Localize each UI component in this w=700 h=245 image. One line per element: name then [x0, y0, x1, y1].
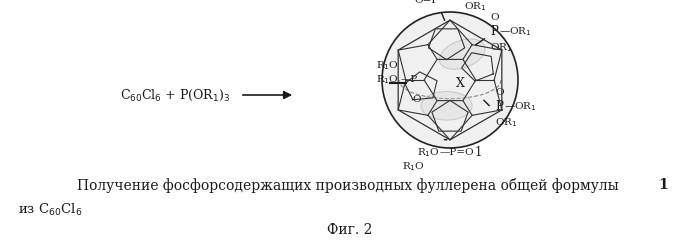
Ellipse shape	[440, 39, 485, 69]
Text: —OR$_1$: —OR$_1$	[499, 25, 532, 38]
Text: OR$_1$: OR$_1$	[491, 41, 513, 54]
Text: —P: —P	[401, 75, 419, 84]
Text: O: O	[495, 88, 504, 97]
Text: OR$_1$: OR$_1$	[495, 116, 517, 129]
Text: 1: 1	[475, 146, 482, 159]
Text: R$_1$O: R$_1$O	[402, 160, 425, 173]
Circle shape	[382, 12, 518, 148]
Text: 1: 1	[658, 178, 668, 192]
Text: C$_{60}$Cl$_6$ + P(OR$_1$)$_3$: C$_{60}$Cl$_6$ + P(OR$_1$)$_3$	[120, 87, 230, 103]
Text: P: P	[495, 100, 503, 113]
Text: X: X	[456, 77, 465, 90]
Text: R$_1$O: R$_1$O	[376, 59, 399, 72]
Text: Получение фосфорсодержащих производных фуллерена общей формулы: Получение фосфорсодержащих производных ф…	[77, 177, 623, 193]
Text: O: O	[413, 95, 421, 104]
Text: OR$_1$: OR$_1$	[464, 0, 486, 13]
Text: —OR$_1$: —OR$_1$	[504, 100, 537, 113]
Text: Фиг. 2: Фиг. 2	[328, 223, 372, 237]
Text: R$_1$O: R$_1$O	[376, 73, 399, 86]
Ellipse shape	[421, 92, 472, 120]
Text: O=P: O=P	[414, 0, 439, 5]
Text: —P=O: —P=O	[440, 148, 474, 157]
Text: R$_1$O: R$_1$O	[416, 146, 440, 159]
Text: из С$_{60}$Cl$_6$: из С$_{60}$Cl$_6$	[18, 202, 83, 218]
Text: P: P	[491, 25, 498, 38]
Text: O: O	[491, 13, 499, 22]
